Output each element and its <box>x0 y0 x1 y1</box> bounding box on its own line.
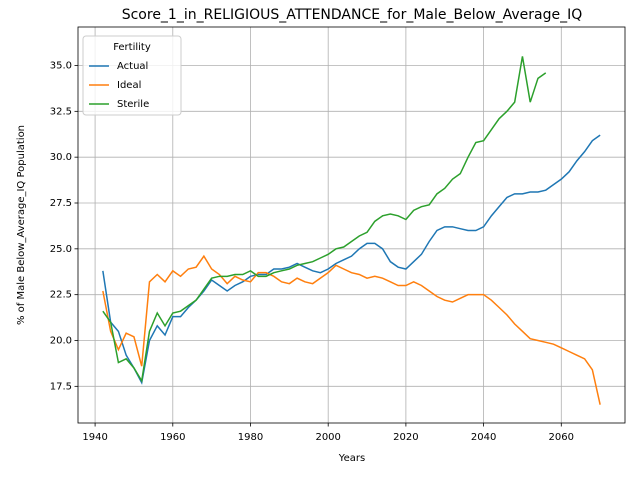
y-tick-label: 22.5 <box>50 290 72 301</box>
y-tick-label: 25.0 <box>50 244 72 255</box>
series-line <box>102 56 547 383</box>
legend-box <box>82 35 182 116</box>
y-axis-label: % of Male Below_Average_IQ Population <box>16 125 27 325</box>
x-tick-label: 2020 <box>393 432 418 443</box>
x-tick-label: 2000 <box>315 432 340 443</box>
y-tick-label: 30.0 <box>50 152 72 163</box>
legend-label: Actual <box>117 61 148 72</box>
x-axis-label: Years <box>338 453 365 464</box>
chart-title: Score_1_in_RELIGIOUS_ATTENDANCE_for_Male… <box>122 7 583 23</box>
x-tick-label: 2060 <box>549 432 574 443</box>
y-tick-label: 27.5 <box>50 198 72 209</box>
y-tick-label: 20.0 <box>50 336 72 347</box>
x-tick-label: 2040 <box>471 432 496 443</box>
x-tick-label: 1940 <box>82 432 107 443</box>
legend-label: Sterile <box>117 99 149 110</box>
legend-label: Ideal <box>117 80 141 91</box>
legend-title: Fertility <box>113 42 151 53</box>
x-tick-label: 1960 <box>160 432 185 443</box>
y-tick-label: 17.5 <box>50 381 72 392</box>
x-tick-label: 1980 <box>238 432 263 443</box>
series-line <box>102 254 601 405</box>
legend: Fertility Actual Ideal Sterile <box>82 35 182 116</box>
y-tick-label: 35.0 <box>50 61 72 72</box>
y-tick-label: 32.5 <box>50 106 72 117</box>
series-line <box>102 134 601 385</box>
plot-frame <box>77 26 626 424</box>
